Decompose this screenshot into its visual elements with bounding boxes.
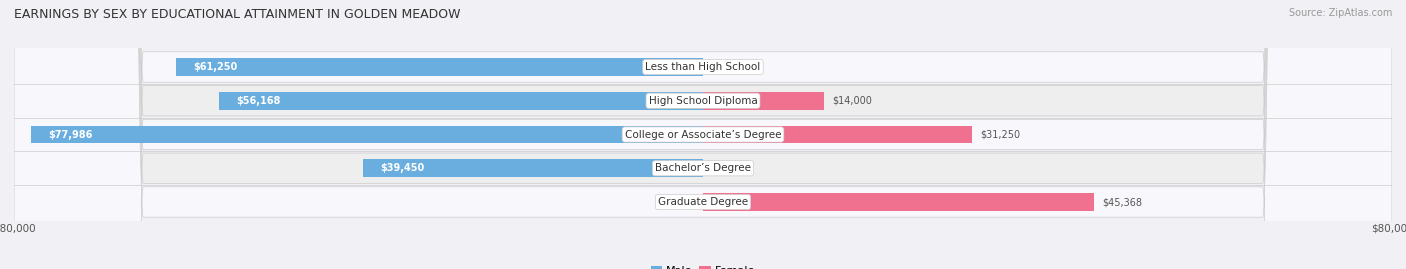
Bar <box>219 92 703 109</box>
Text: $61,250: $61,250 <box>193 62 238 72</box>
Text: Less than High School: Less than High School <box>645 62 761 72</box>
Text: $39,450: $39,450 <box>381 163 425 173</box>
Legend: Male, Female: Male, Female <box>647 261 759 269</box>
Text: EARNINGS BY SEX BY EDUCATIONAL ATTAINMENT IN GOLDEN MEADOW: EARNINGS BY SEX BY EDUCATIONAL ATTAINMEN… <box>14 8 461 21</box>
FancyBboxPatch shape <box>14 0 1392 269</box>
Text: High School Diploma: High School Diploma <box>648 96 758 106</box>
Text: Bachelor’s Degree: Bachelor’s Degree <box>655 163 751 173</box>
FancyBboxPatch shape <box>14 0 1392 269</box>
Bar <box>703 193 1094 211</box>
FancyBboxPatch shape <box>14 0 1392 269</box>
Text: $77,986: $77,986 <box>49 129 93 140</box>
Text: $31,250: $31,250 <box>981 129 1021 140</box>
Text: $45,368: $45,368 <box>1102 197 1142 207</box>
Text: Source: ZipAtlas.com: Source: ZipAtlas.com <box>1288 8 1392 18</box>
FancyBboxPatch shape <box>14 0 1392 269</box>
Text: $0: $0 <box>678 197 690 207</box>
Bar <box>31 126 703 143</box>
Text: $0: $0 <box>716 163 728 173</box>
Text: $14,000: $14,000 <box>832 96 872 106</box>
Bar <box>703 92 824 109</box>
Bar <box>703 126 972 143</box>
Text: $56,168: $56,168 <box>236 96 281 106</box>
Text: College or Associate’s Degree: College or Associate’s Degree <box>624 129 782 140</box>
Bar <box>363 160 703 177</box>
FancyBboxPatch shape <box>14 0 1392 269</box>
Bar <box>176 58 703 76</box>
Text: $0: $0 <box>716 62 728 72</box>
Text: Graduate Degree: Graduate Degree <box>658 197 748 207</box>
